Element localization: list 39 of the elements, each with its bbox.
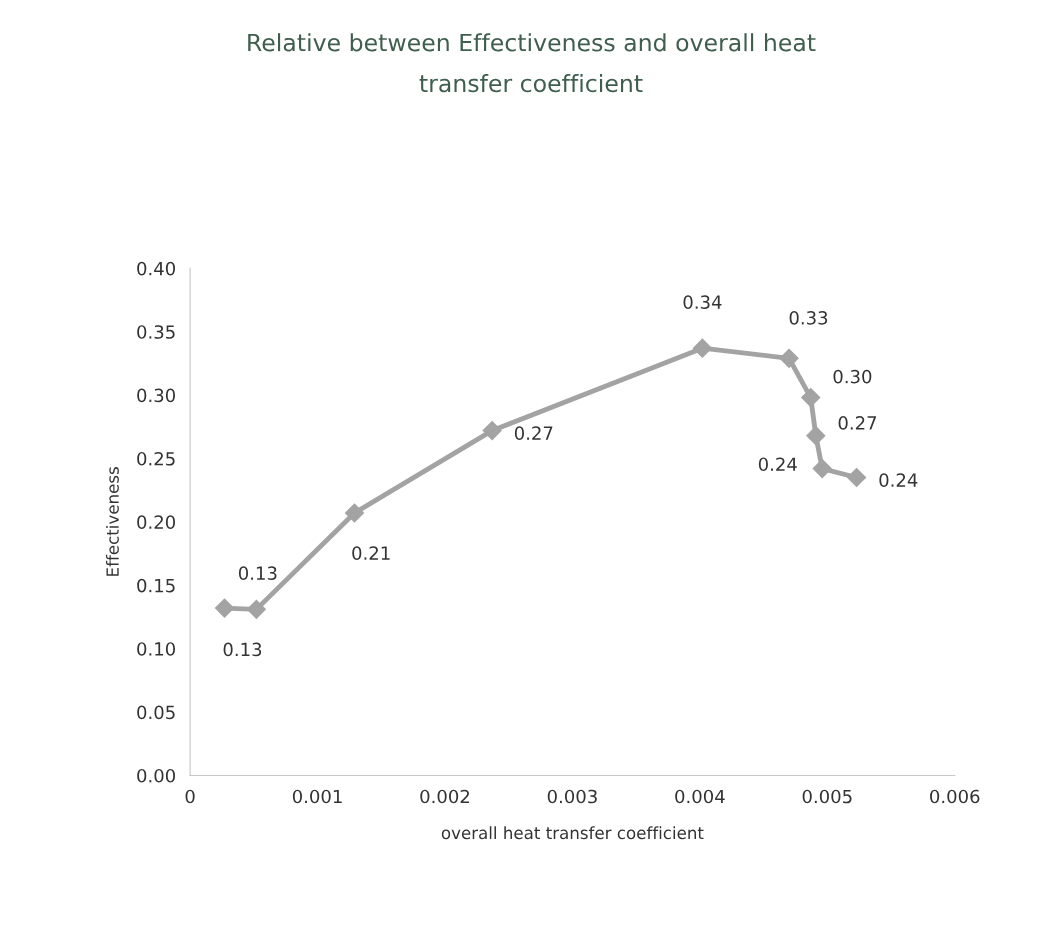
point — [779, 348, 799, 368]
y-tick-label: 0.35 — [137, 325, 175, 339]
point — [692, 338, 712, 358]
point — [806, 426, 826, 446]
data-label: 0.27 — [838, 416, 877, 430]
y-tick-label: 0.00 — [137, 768, 176, 783]
data-label: 0.34 — [683, 295, 722, 309]
y-tick-label: 0.30 — [137, 388, 176, 403]
data-label: 0.33 — [789, 311, 828, 325]
x-tick-label: 0.002 — [420, 789, 470, 804]
y-tick-label: 0.25 — [137, 451, 175, 466]
point — [344, 503, 365, 523]
y-tick-label: 0.10 — [137, 642, 176, 656]
point — [482, 421, 502, 441]
y-axis-title: Effectiveness — [105, 467, 119, 576]
y-tick-label: 0.05 — [137, 705, 175, 720]
data-label: 0.27 — [514, 426, 553, 440]
chart-title: Relative between Effectiveness and overall heat transfer coefficient — [248, 33, 816, 93]
x-tick-label: 0.004 — [675, 789, 725, 804]
data-label: 0.21 — [352, 546, 390, 560]
data-label: 0.24 — [758, 457, 797, 472]
data-label: 0.13 — [238, 566, 277, 580]
y-tick-label: 0.40 — [137, 261, 176, 276]
data-label: 0.13 — [223, 642, 262, 657]
x-tick-label: 0.001 — [292, 789, 342, 804]
point — [246, 599, 266, 619]
data-label: 0.24 — [879, 473, 918, 487]
x-axis-title: overall heat transfer coefficient — [441, 826, 704, 840]
data-label: 0.30 — [833, 369, 872, 384]
y-tick-label: 0.20 — [137, 515, 176, 529]
x-tick-label: 0.006 — [930, 789, 980, 804]
x-tick-label: 0 — [185, 789, 195, 804]
point — [801, 388, 821, 408]
x-tick-label: 0.005 — [802, 789, 852, 804]
x-tick-label: 0.003 — [547, 789, 597, 804]
point — [214, 598, 235, 618]
y-tick-label: 0.15 — [137, 578, 175, 593]
point — [812, 459, 832, 479]
point — [847, 467, 867, 488]
